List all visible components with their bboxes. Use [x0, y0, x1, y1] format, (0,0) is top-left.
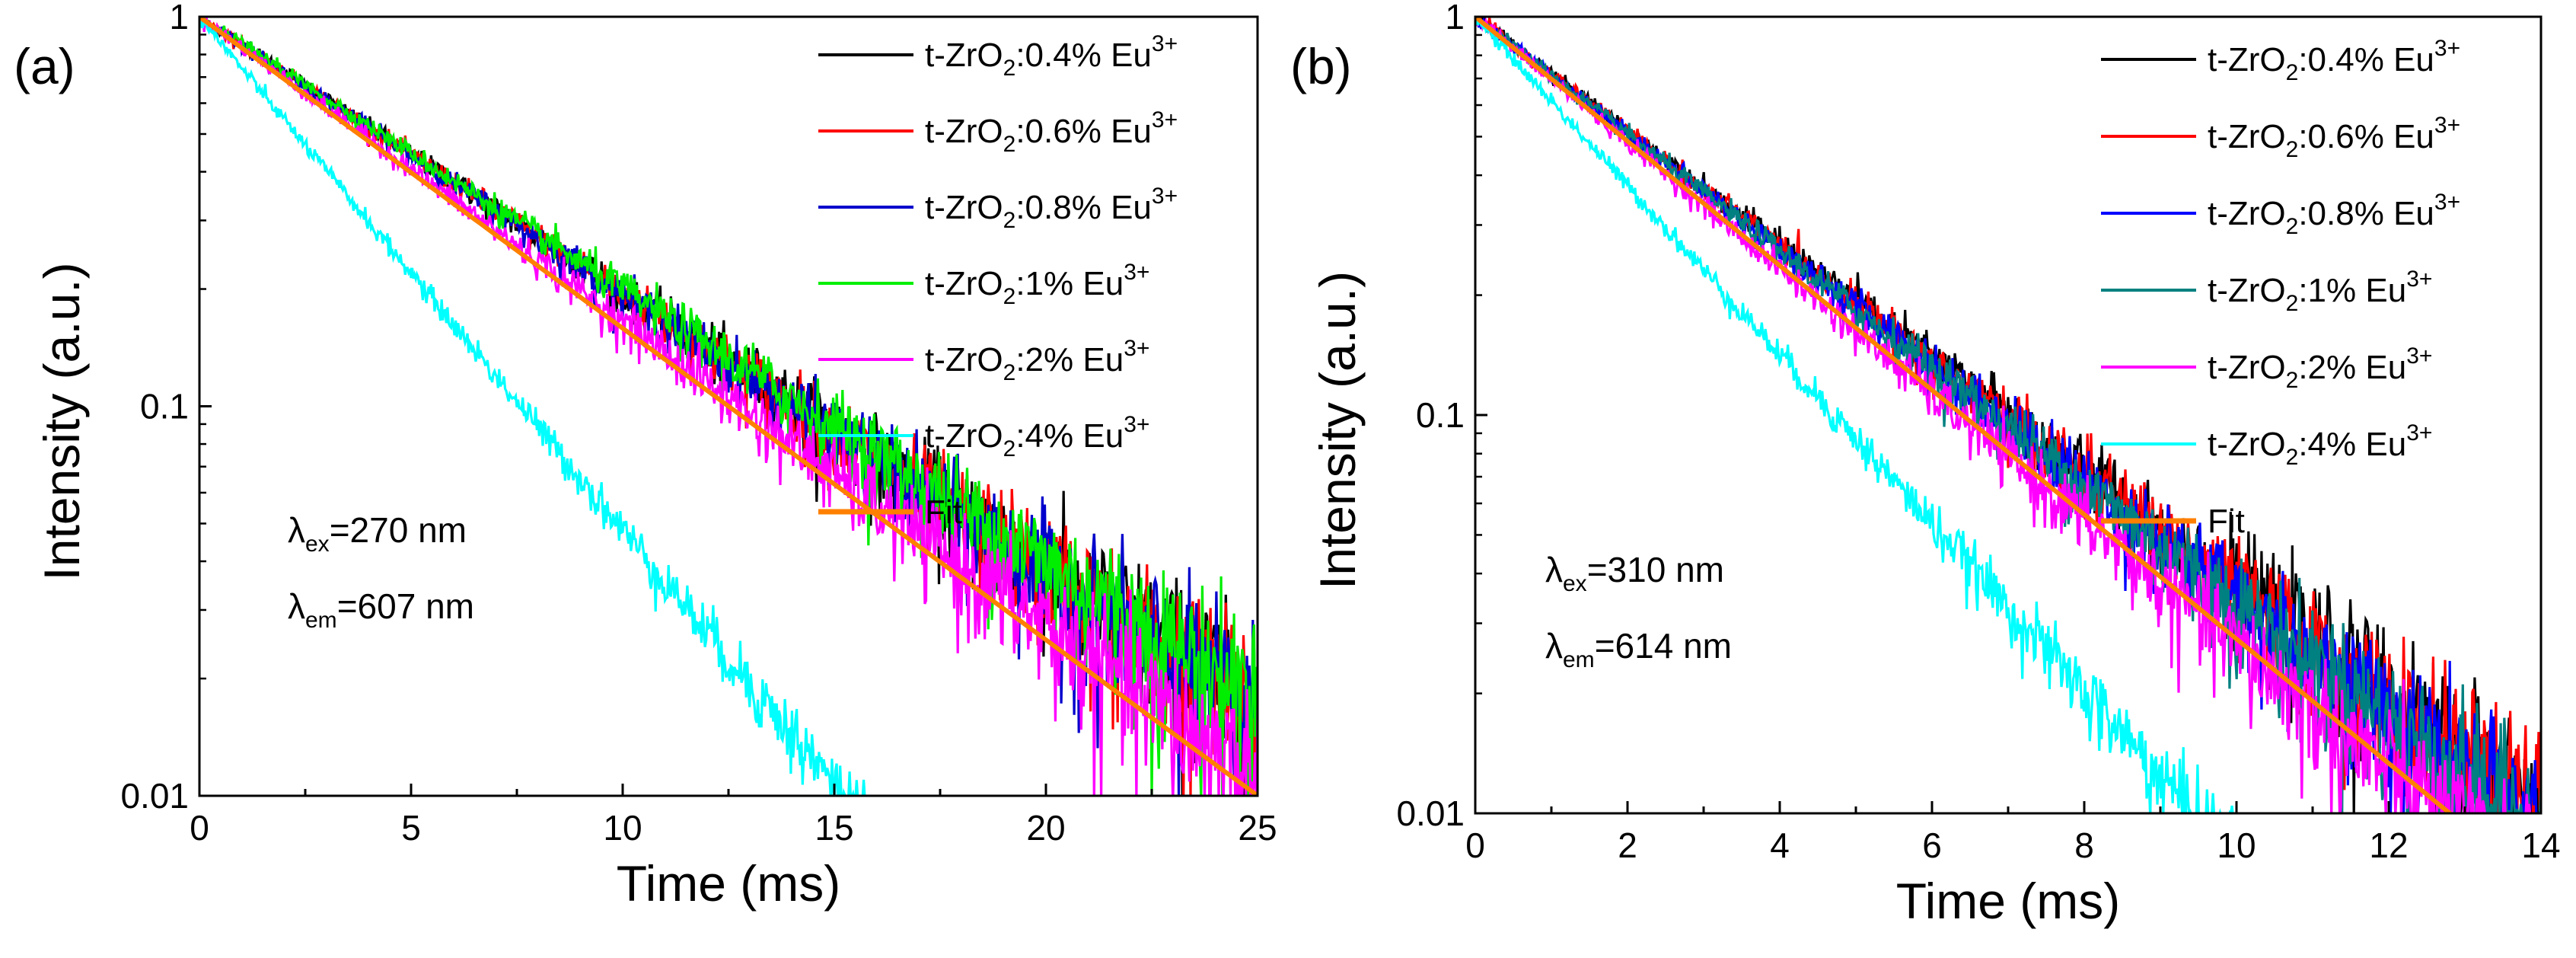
- y-axis-title: Intensity (a.u.): [33, 262, 90, 580]
- y-axis-title: Intensity (a.u.): [1309, 271, 1366, 589]
- legend-entry: t-ZrO2:2% Eu3+: [2208, 343, 2432, 393]
- x-tick-label: 2: [1618, 825, 1637, 865]
- series-line-3: [199, 17, 1258, 796]
- annotation-em: λem=614 nm: [1545, 626, 1732, 672]
- x-tick-label: 5: [401, 808, 421, 848]
- annotation-ex: λex=270 nm: [288, 510, 467, 557]
- y-tick-label: 0.1: [140, 387, 189, 426]
- x-tick-label: 25: [1238, 808, 1277, 848]
- x-tick-label: 12: [2369, 825, 2408, 865]
- panel-label: (b): [1290, 38, 1352, 94]
- legend-entry: t-ZrO2:0.8% Eu3+: [925, 184, 1178, 233]
- legend-entry: Fit: [925, 493, 962, 531]
- y-tick-label: 0.1: [1416, 395, 1465, 435]
- series-line-5: [199, 17, 866, 796]
- y-tick-label: 1: [1445, 0, 1465, 37]
- x-tick-label: 0: [190, 808, 209, 848]
- legend-entry: t-ZrO2:0.6% Eu3+: [925, 107, 1178, 157]
- legend-entry: t-ZrO2:4% Eu3+: [2208, 420, 2432, 470]
- x-tick-label: 6: [1922, 825, 1942, 865]
- x-axis-title: Time (ms): [617, 855, 841, 912]
- y-tick-label: 0.01: [1396, 794, 1465, 833]
- x-tick-label: 4: [1770, 825, 1790, 865]
- legend-entry: t-ZrO2:0.8% Eu3+: [2208, 190, 2460, 239]
- annotation-em: λem=607 nm: [288, 586, 474, 633]
- y-tick-label: 0.01: [120, 776, 189, 816]
- chart-panel-a: 0 5 10 15 20 25 0.01 0.1 1 Time (ms) Intensity (a.…: [14, 0, 1277, 912]
- legend-entry: t-ZrO2:2% Eu3+: [925, 336, 1149, 385]
- legend-entry: Fit: [2208, 503, 2245, 540]
- legend: t-ZrO2:0.4% Eu3+ t-ZrO2:0.6% Eu3+ t-ZrO2:0…: [2101, 36, 2460, 540]
- panel-label: (a): [14, 38, 75, 94]
- series-line-5: [1475, 17, 2234, 813]
- x-axis-title: Time (ms): [1896, 873, 2121, 929]
- legend: t-ZrO2:0.4% Eu3+ t-ZrO2:0.6% Eu3+ t-ZrO2:0…: [818, 31, 1178, 531]
- legend-entry: t-ZrO2:0.4% Eu3+: [925, 31, 1178, 81]
- x-tick-label: 20: [1026, 808, 1065, 848]
- legend-entry: t-ZrO2:1% Eu3+: [925, 260, 1149, 309]
- x-tick-label: 15: [815, 808, 853, 848]
- legend-entry: t-ZrO2:0.4% Eu3+: [2208, 36, 2460, 85]
- legend-entry: t-ZrO2:0.6% Eu3+: [2208, 113, 2460, 162]
- x-tick-label: 10: [603, 808, 642, 848]
- legend-entry: t-ZrO2:1% Eu3+: [2208, 267, 2432, 316]
- data-traces: [1475, 17, 2541, 813]
- data-traces: [199, 17, 1258, 796]
- legend-entry: t-ZrO2:4% Eu3+: [925, 412, 1149, 461]
- annotation-ex: λex=310 nm: [1545, 550, 1724, 596]
- fit-line: [1475, 17, 2454, 813]
- x-tick-label: 10: [2217, 825, 2256, 865]
- y-tick-label: 1: [169, 0, 189, 37]
- chart-panel-b: 0 2 4 6 8 10 12 14 0.01 0.1 1 Time (ms) Intensity (a…: [1290, 0, 2561, 929]
- x-tick-label: 0: [1465, 825, 1485, 865]
- fit-line: [199, 17, 1258, 796]
- x-tick-label: 14: [2521, 825, 2560, 865]
- x-tick-label: 8: [2074, 825, 2094, 865]
